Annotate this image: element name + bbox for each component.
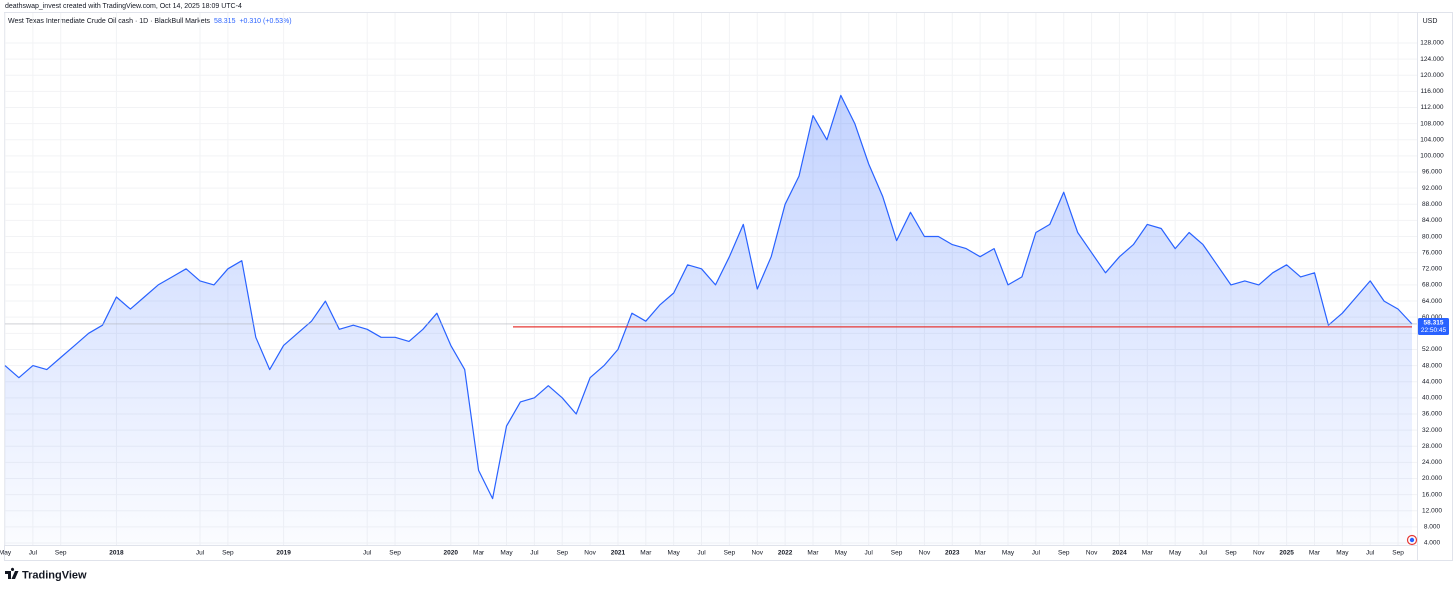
x-tick-label: Jul [865, 550, 874, 557]
y-tick-label: 20.000 [1422, 475, 1442, 482]
y-tick-label: 84.000 [1422, 217, 1442, 224]
x-tick-label: Sep [891, 550, 903, 557]
x-tick-label: May [0, 550, 12, 557]
price-line [4, 94, 1413, 500]
x-tick-label: 2022 [778, 550, 793, 557]
events-icon-dot [1409, 537, 1415, 543]
y-tick-label: 88.000 [1422, 201, 1442, 208]
x-tick-label: Jul [1032, 550, 1041, 557]
x-tick-label: May [1002, 550, 1015, 557]
y-tick-label: 52.000 [1422, 346, 1442, 353]
y-tick-label: 76.000 [1422, 249, 1442, 256]
y-tick-label: 8.000 [1424, 524, 1441, 531]
x-tick-label: Mar [1309, 550, 1321, 557]
y-tick-label: 128.000 [1420, 40, 1444, 47]
x-tick-label: 2023 [945, 550, 960, 557]
x-tick-label: May [668, 550, 681, 557]
x-tick-label: May [1169, 550, 1182, 557]
y-tick-label: 100.000 [1420, 153, 1444, 160]
x-tick-label: Sep [1225, 550, 1237, 557]
y-tick-label: 32.000 [1422, 427, 1442, 434]
x-tick-label: Jul [363, 550, 372, 557]
x-tick-label: 2024 [1112, 550, 1127, 557]
y-tick-label: 116.000 [1420, 88, 1443, 95]
y-tick-label: 124.000 [1420, 56, 1444, 63]
y-tick-label: 64.000 [1422, 298, 1442, 305]
y-tick-label: 108.000 [1420, 120, 1444, 127]
price-tag-countdown: 22:50:45 [1421, 327, 1447, 334]
x-tick-label: Mar [640, 550, 652, 557]
x-tick-label: May [500, 550, 513, 557]
x-tick-label: Mar [975, 550, 987, 557]
x-tick-label: Nov [584, 550, 596, 557]
x-tick-label: Sep [1058, 550, 1070, 557]
y-tick-label: 60.000 [1422, 314, 1442, 321]
legend-last: 58.315 [214, 18, 236, 25]
y-tick-label: 68.000 [1422, 282, 1442, 289]
x-tick-label: Mar [807, 550, 819, 557]
x-tick-label: Jul [697, 550, 706, 557]
x-tick-label: Jul [196, 550, 205, 557]
x-tick-label: Nov [919, 550, 931, 557]
y-tick-label: 112.000 [1420, 104, 1443, 111]
x-tick-label: Sep [55, 550, 67, 557]
x-tick-label: Jul [29, 550, 38, 557]
y-tick-label: 120.000 [1420, 72, 1444, 79]
area-fill [5, 95, 1412, 546]
y-tick-label: 48.000 [1422, 362, 1442, 369]
y-tick-label: 80.000 [1422, 233, 1442, 240]
legend-title: West Texas Intermediate Crude Oil cash ·… [8, 18, 211, 25]
brand: TradingView [22, 569, 87, 581]
x-tick-label: Sep [389, 550, 401, 557]
y-tick-label: 96.000 [1422, 169, 1442, 176]
x-tick-label: May [835, 550, 848, 557]
y-tick-label: 36.000 [1422, 411, 1442, 418]
y-tick-label: 28.000 [1422, 443, 1442, 450]
brand-logo: TradingView [5, 567, 87, 581]
x-tick-label: 2018 [109, 550, 124, 557]
y-tick-label: 44.000 [1422, 378, 1442, 385]
x-tick-label: 2019 [276, 550, 291, 557]
y-tick-label: 40.000 [1422, 395, 1442, 402]
y-tick-label: 104.000 [1420, 136, 1444, 143]
legend-change: +0.310 (+0.53%) [239, 18, 291, 25]
x-tick-label: Sep [222, 550, 234, 557]
x-tick-label: Sep [724, 550, 736, 557]
brand-icon [5, 567, 19, 579]
x-tick-label: 2020 [444, 550, 459, 557]
x-tick-label: Sep [556, 550, 568, 557]
y-tick-label: 16.000 [1422, 491, 1442, 498]
x-tick-label: Nov [751, 550, 763, 557]
attribution: deathswap_invest created with TradingVie… [5, 3, 242, 10]
x-tick-label: Nov [1086, 550, 1098, 557]
y-tick-label: 92.000 [1422, 185, 1442, 192]
x-tick-label: Jul [530, 550, 539, 557]
y-tick-label: 12.000 [1422, 507, 1442, 514]
y-tick-label: 72.000 [1422, 266, 1442, 273]
x-tick-label: Mar [1142, 550, 1154, 557]
y-tick-label: 4.000 [1424, 540, 1441, 547]
currency: USD [1423, 18, 1438, 25]
x-tick-label: Mar [473, 550, 485, 557]
price-tag-value: 58.315 [1424, 320, 1444, 327]
x-tick-label: Jul [1366, 550, 1375, 557]
y-tick-label: 24.000 [1422, 459, 1442, 466]
price-tag [1418, 317, 1449, 335]
x-tick-label: Nov [1253, 550, 1265, 557]
x-tick-label: Sep [1392, 550, 1404, 557]
x-tick-label: 2021 [611, 550, 626, 557]
x-tick-label: May [1336, 550, 1349, 557]
x-tick-label: 2025 [1279, 550, 1294, 557]
x-tick-label: Jul [1199, 550, 1208, 557]
legend: West Texas Intermediate Crude Oil cash ·… [8, 18, 292, 25]
